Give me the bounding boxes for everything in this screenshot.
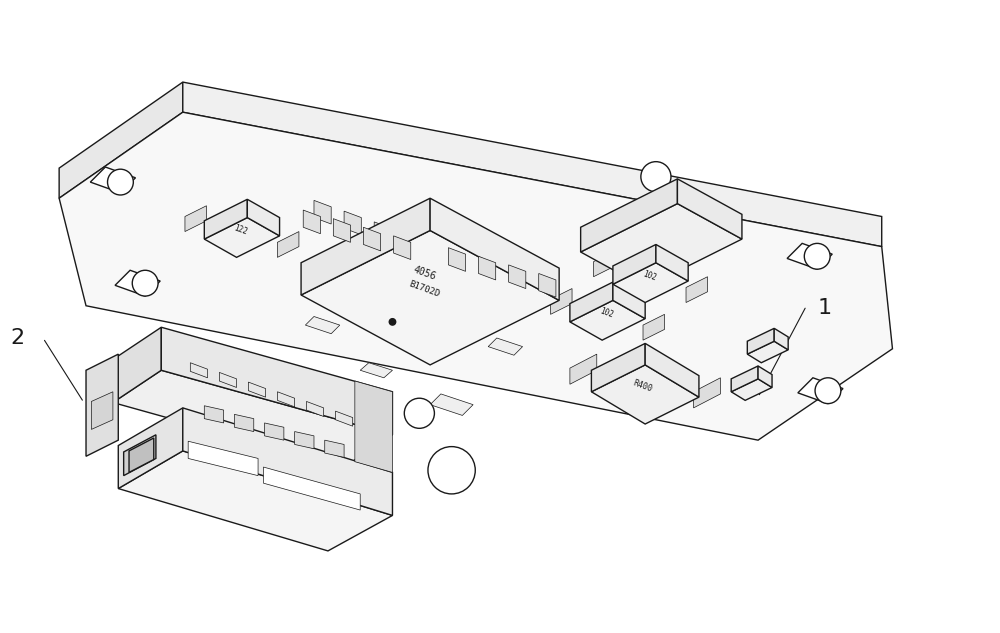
Polygon shape: [301, 198, 430, 295]
Polygon shape: [248, 382, 266, 397]
Polygon shape: [656, 244, 688, 281]
Polygon shape: [113, 370, 392, 467]
Polygon shape: [613, 263, 688, 303]
Polygon shape: [91, 392, 113, 429]
Polygon shape: [686, 277, 708, 303]
Polygon shape: [488, 338, 523, 355]
Polygon shape: [306, 401, 324, 417]
Polygon shape: [204, 218, 280, 258]
Polygon shape: [86, 354, 118, 456]
Polygon shape: [303, 210, 320, 234]
Polygon shape: [90, 167, 135, 193]
Polygon shape: [265, 423, 284, 440]
Polygon shape: [188, 441, 258, 475]
Polygon shape: [594, 251, 615, 277]
Polygon shape: [581, 179, 677, 252]
Polygon shape: [263, 467, 360, 510]
Polygon shape: [551, 289, 572, 315]
Polygon shape: [204, 406, 224, 423]
Polygon shape: [374, 222, 391, 246]
Polygon shape: [539, 273, 556, 297]
Polygon shape: [509, 265, 526, 289]
Polygon shape: [581, 204, 742, 287]
Polygon shape: [247, 199, 280, 236]
Polygon shape: [394, 236, 411, 260]
Polygon shape: [747, 329, 774, 354]
Circle shape: [404, 398, 434, 429]
Polygon shape: [591, 343, 645, 392]
Circle shape: [804, 243, 830, 269]
Polygon shape: [478, 256, 496, 280]
Polygon shape: [643, 315, 665, 340]
Polygon shape: [798, 378, 843, 404]
Polygon shape: [204, 199, 247, 239]
Polygon shape: [448, 248, 466, 272]
Polygon shape: [325, 440, 344, 458]
Polygon shape: [694, 378, 720, 408]
Polygon shape: [124, 435, 156, 475]
Text: 102: 102: [598, 306, 615, 320]
Polygon shape: [591, 365, 699, 424]
Polygon shape: [758, 366, 772, 387]
Circle shape: [428, 447, 475, 494]
Polygon shape: [787, 243, 832, 269]
Polygon shape: [355, 381, 392, 472]
Polygon shape: [183, 408, 392, 515]
Text: 122: 122: [233, 224, 249, 237]
Polygon shape: [314, 201, 331, 224]
Polygon shape: [118, 451, 392, 551]
Polygon shape: [363, 227, 381, 251]
Polygon shape: [115, 270, 160, 296]
Polygon shape: [301, 230, 559, 365]
Text: 1: 1: [817, 298, 831, 318]
Polygon shape: [731, 379, 772, 400]
Polygon shape: [613, 244, 656, 284]
Polygon shape: [113, 327, 161, 403]
Polygon shape: [360, 363, 392, 378]
Circle shape: [641, 161, 671, 192]
Polygon shape: [277, 232, 299, 258]
Polygon shape: [677, 179, 742, 239]
Polygon shape: [774, 329, 788, 350]
Polygon shape: [645, 343, 699, 397]
Circle shape: [815, 378, 841, 404]
Polygon shape: [161, 327, 392, 435]
Text: 102: 102: [641, 269, 658, 282]
Polygon shape: [59, 82, 183, 198]
Polygon shape: [183, 82, 882, 247]
Circle shape: [132, 270, 158, 296]
Polygon shape: [185, 206, 206, 232]
Polygon shape: [731, 366, 758, 392]
Polygon shape: [219, 372, 237, 387]
Circle shape: [108, 169, 133, 195]
Polygon shape: [570, 282, 613, 322]
Text: 4056: 4056: [412, 265, 437, 282]
Polygon shape: [613, 282, 645, 318]
Polygon shape: [335, 411, 353, 426]
Polygon shape: [295, 432, 314, 449]
Polygon shape: [404, 233, 422, 256]
Circle shape: [389, 318, 396, 325]
Polygon shape: [570, 354, 597, 384]
Polygon shape: [430, 198, 559, 301]
Polygon shape: [59, 112, 892, 440]
Polygon shape: [305, 316, 340, 334]
Polygon shape: [118, 408, 183, 489]
Polygon shape: [129, 438, 154, 472]
Text: R400: R400: [632, 379, 654, 394]
Polygon shape: [430, 394, 473, 415]
Text: B1702D: B1702D: [408, 280, 441, 299]
Polygon shape: [277, 392, 295, 407]
Polygon shape: [344, 211, 361, 235]
Polygon shape: [747, 341, 788, 363]
Polygon shape: [234, 415, 254, 432]
Polygon shape: [570, 301, 645, 340]
Polygon shape: [190, 363, 208, 378]
Text: 2: 2: [11, 328, 25, 348]
Polygon shape: [333, 218, 351, 242]
